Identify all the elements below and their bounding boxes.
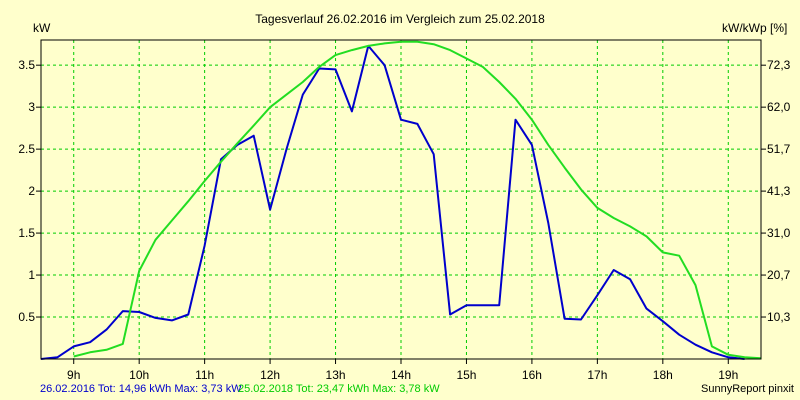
y-tick-label-left: 3 [28,100,35,114]
y-tick-label-right: 51,7 [767,142,791,156]
plot-border [40,39,762,360]
y-tick-label-right: 62,0 [767,100,791,114]
y-tick-label-left: 3.5 [18,58,35,72]
y-tick-label-right: 72,3 [767,58,791,72]
y-tick-label-left: 1 [28,268,35,282]
y-tick-label-right: 20,7 [767,268,791,282]
y-tick-label-right: 10,3 [767,310,791,324]
chart-title: Tagesverlauf 26.02.2016 im Vergleich zum… [255,12,545,26]
x-tick-label: 11h [195,368,214,382]
x-tick-label: 19h [718,368,738,382]
x-tick-label: 10h [129,368,149,382]
x-tick-label: 15h [456,368,476,382]
x-tick-label: 17h [587,368,607,382]
x-tick-label: 9h [67,368,80,382]
y-tick-label-left: 2.5 [18,142,35,156]
footer-series-2018: 25.02.2018 Tot: 23,47 kWh Max: 3,78 kW [238,383,440,395]
series-line-0 [40,44,745,360]
series-line-1 [73,40,762,360]
y-tick-label-right: 41,3 [767,184,791,198]
tick-labels: 9h 10h 11h 12h 13h 14h 15h 16h 17h 18h 19h 0.5 10,3 1… [18,58,790,382]
grid [41,40,761,359]
y-tick-label-left: 2 [28,184,35,198]
right-axis-label: kW/kWp [%] [722,21,787,35]
x-tick-label: 16h [522,368,542,382]
x-tick-label: 18h [653,368,673,382]
y-tick-label-left: 1.5 [18,226,35,240]
y-tick-label-right: 31,0 [767,226,791,240]
footer-credit: SunnyReport pinxit [701,383,794,395]
x-tick-label: 14h [391,368,411,382]
y-tick-label-left: 0.5 [18,310,35,324]
footer-series-2016: 26.02.2016 Tot: 14,96 kWh Max: 3,73 kW [40,383,242,395]
left-axis-label: kW [33,21,51,35]
plot-frame [40,39,762,360]
x-tick-label: 12h [260,368,280,382]
x-tick-label: 13h [326,368,346,382]
series-lines [40,40,762,360]
